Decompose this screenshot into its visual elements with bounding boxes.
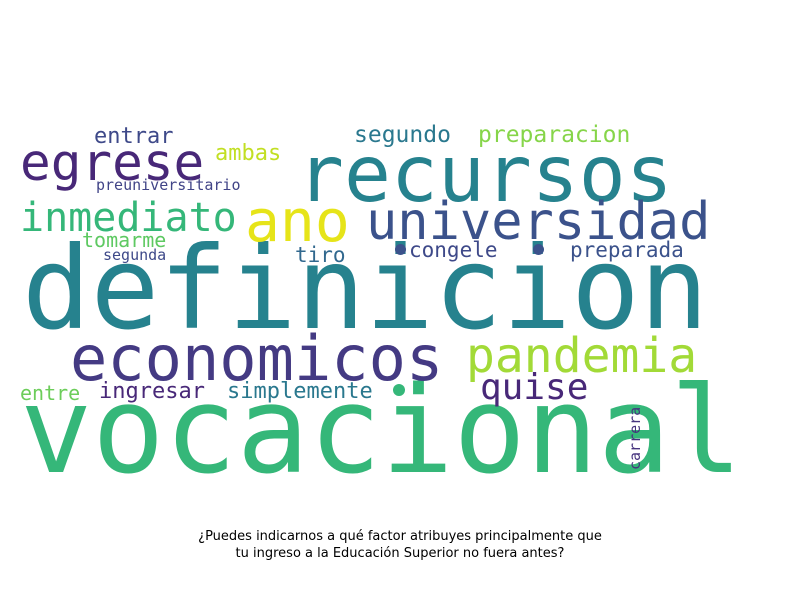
dot-mark — [393, 384, 405, 396]
figure-caption: ¿Puedes indicarnos a qué factor atribuye… — [100, 528, 700, 562]
word-universidad: universidad — [366, 192, 711, 252]
word-segunda: segunda — [103, 246, 167, 264]
word-entrar: entrar — [94, 124, 174, 149]
word-entre: entre — [20, 381, 81, 405]
word-egrese: egrese — [20, 134, 205, 193]
word-tiro: tiro — [295, 243, 346, 267]
dot-mark — [395, 244, 406, 255]
word-ano: ano — [245, 187, 350, 255]
word-congele: congele — [409, 238, 498, 262]
word-carrera: carrera — [626, 406, 644, 470]
dot-mark — [533, 244, 544, 255]
word-preuniversitario: preuniversitario — [96, 176, 241, 194]
word-vocacional: vocacional — [20, 362, 743, 501]
word-economicos: economicos — [70, 322, 444, 395]
word-pandemia: pandemia — [466, 328, 698, 384]
word-preparacion: preparacion — [478, 122, 631, 148]
word-ingresar: ingresar — [99, 379, 205, 404]
word-tomarme: tomarme — [82, 228, 167, 252]
word-ambas: ambas — [215, 141, 282, 166]
word-preparada: preparada — [570, 238, 684, 262]
word-recursos: recursos — [297, 130, 673, 220]
word-simplemente: simplemente — [227, 379, 373, 404]
word-quise: quise — [480, 367, 589, 408]
word-inmediato: inmediato — [20, 195, 237, 241]
word-definicion: definicion — [22, 222, 709, 355]
caption-line-2: tu ingreso a la Educación Superior no fu… — [235, 546, 565, 561]
caption-line-1: ¿Puedes indicarnos a qué factor atribuye… — [198, 529, 602, 544]
word-segundo: segundo — [354, 122, 451, 148]
